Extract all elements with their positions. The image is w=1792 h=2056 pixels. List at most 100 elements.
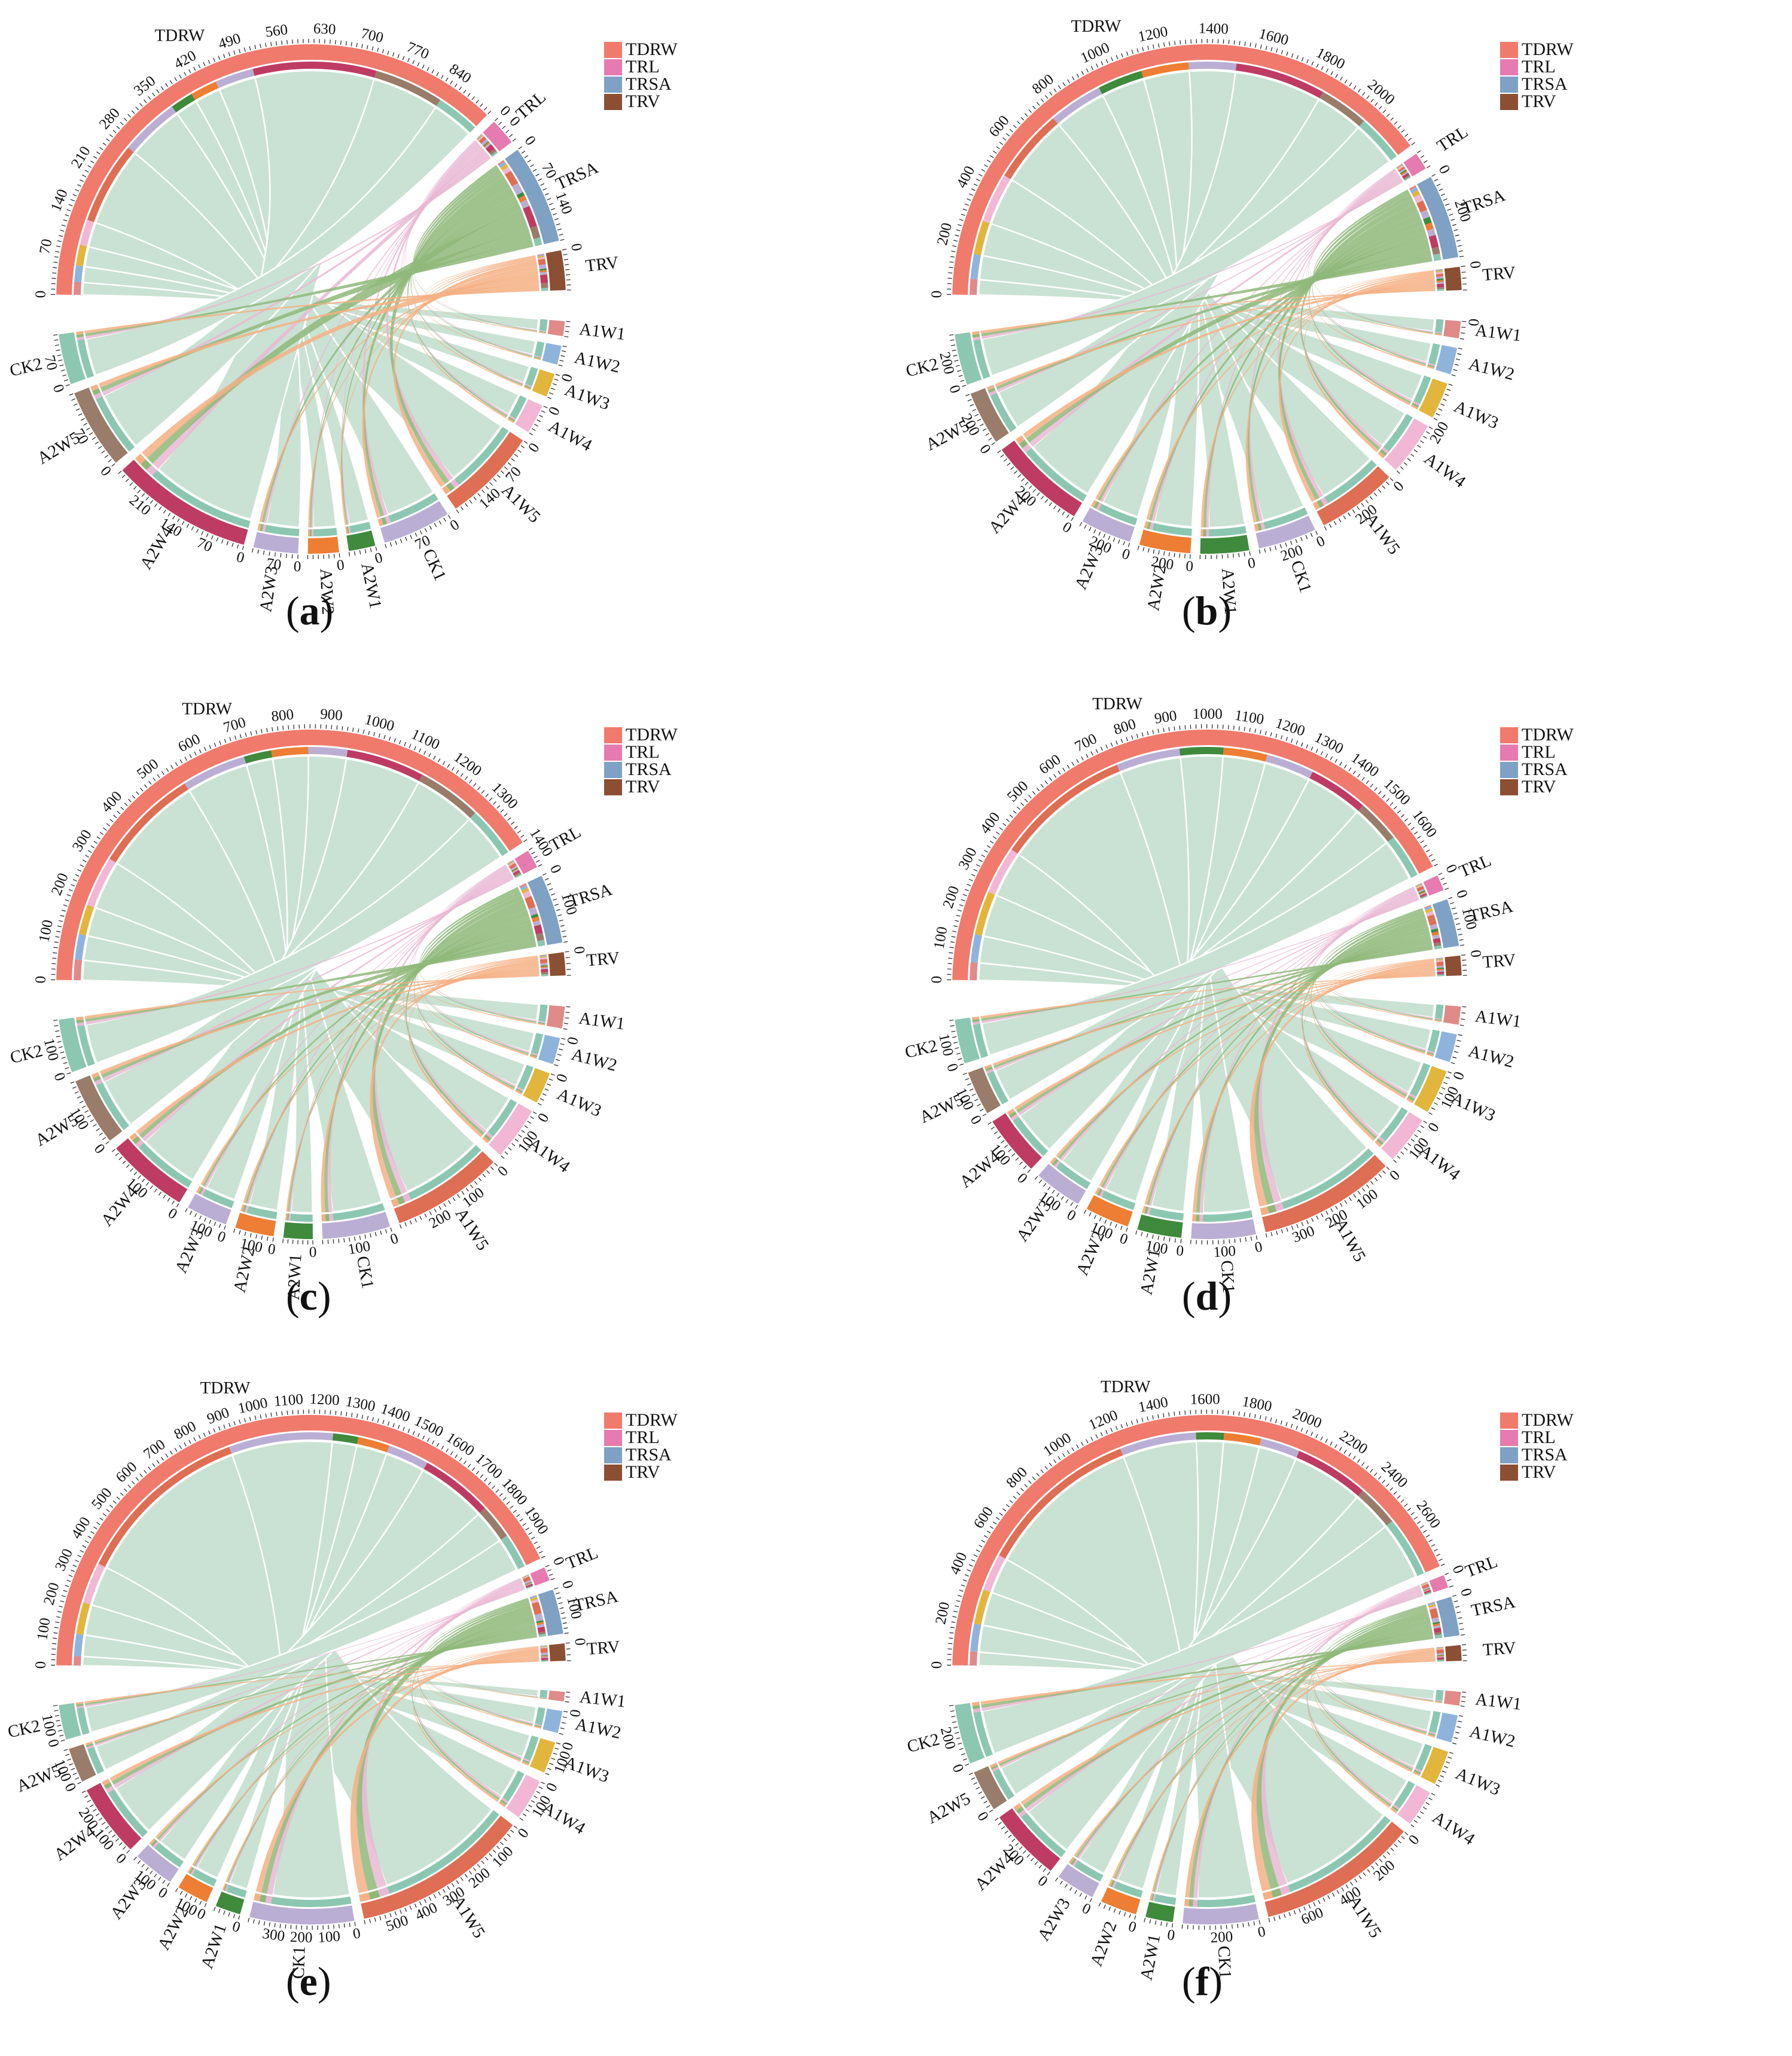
- tick-label: 1300: [345, 1393, 377, 1415]
- strip-TRL-CK1: [1422, 1587, 1430, 1591]
- strip-TDRW-A1W2: [970, 934, 982, 963]
- tick-label: 0: [1256, 1923, 1267, 1941]
- legend-label-TRL: TRL: [626, 742, 660, 762]
- strip-A2W1-2: [287, 1213, 289, 1221]
- tick-label: 300: [955, 845, 980, 873]
- caption-letter: e: [299, 1959, 318, 2004]
- strip-A1W5-3: [441, 485, 450, 495]
- legend-swatch-TRSA: [1500, 77, 1518, 93]
- tick-label: 800: [270, 706, 294, 725]
- strip-TRL-A1W1: [507, 859, 514, 864]
- group-label-TDRW: TDRW: [1092, 694, 1142, 713]
- strip-A1W2-0: [1427, 1029, 1440, 1053]
- tick-label: 600: [986, 112, 1013, 140]
- strip-TDRW-A1W2: [970, 254, 982, 280]
- tick-label: 2000: [1290, 1406, 1324, 1432]
- strip-TRL-A1W5: [1416, 886, 1425, 892]
- tick-label: 500: [89, 1485, 115, 1512]
- strip-CK2-2: [972, 1705, 980, 1710]
- strip-TRSA-A2W2: [1433, 1623, 1441, 1627]
- tick-label: 0: [50, 382, 68, 395]
- strip-A1W4-2: [484, 1134, 492, 1142]
- strip-TRV-A2W3: [1436, 282, 1444, 285]
- strip-A1W4-1: [509, 415, 516, 420]
- legend-label-TDRW: TDRW: [626, 39, 678, 59]
- strip-A1W5-3: [1260, 1206, 1269, 1216]
- group-label-A1W1: A1W1: [578, 1009, 626, 1034]
- strip-A2W2-2: [1147, 521, 1151, 530]
- strip-A1W1-2: [540, 1697, 547, 1699]
- group-label-A2W1: A2W1: [357, 561, 385, 610]
- tick-label: 0: [547, 862, 565, 876]
- tick-label: 0: [946, 383, 964, 395]
- strip-TRSA-A2W5: [1431, 246, 1440, 255]
- strip-A2W2-3: [1144, 521, 1149, 529]
- sector-TRSA: [1417, 176, 1459, 260]
- strip-A1W1-0: [1435, 1689, 1444, 1701]
- strip-TRV-A2W5: [1437, 973, 1444, 975]
- tick-label: 1600: [1257, 26, 1290, 48]
- tick-label: 300: [1290, 1223, 1317, 1246]
- strip-A2W1-3: [285, 1213, 288, 1221]
- strip-A2W4-0: [1020, 1813, 1066, 1857]
- strip-TRV-CK1: [540, 1652, 548, 1656]
- sector-A1W5: [1316, 466, 1389, 526]
- strip-TDRW-A2W5: [419, 774, 476, 819]
- group-label-A2W3: A2W3: [256, 565, 281, 613]
- strip-TRSA-CK2: [1433, 253, 1441, 261]
- strip-A2W1-0: [1209, 526, 1247, 536]
- strip-TDRW-A2W2: [1223, 1433, 1261, 1446]
- legend-swatch-TRV: [1500, 779, 1518, 795]
- sector-A1W1: [1443, 319, 1461, 338]
- strip-A2W4-3: [102, 1779, 111, 1786]
- sector-A2W5: [974, 1766, 1007, 1810]
- strip-A1W1-3: [1434, 333, 1442, 336]
- sector-A2W5: [75, 1075, 123, 1141]
- link-TRSA-A1W2: [412, 167, 532, 357]
- strip-TRSA-CK1: [1430, 923, 1438, 931]
- strip-TRL-CK2: [1404, 176, 1411, 181]
- tick-label: 0: [336, 557, 345, 574]
- strip-CK2-0: [77, 339, 95, 379]
- strip-TDRW-CK1: [1053, 87, 1102, 124]
- strip-TRSA-A2W4: [523, 206, 537, 228]
- tick-label: 770: [404, 39, 431, 63]
- strip-TDRW-A2W1: [332, 1433, 359, 1444]
- strip-TRL-CK2: [1421, 895, 1428, 899]
- strip-TRL-A1W4: [1421, 1582, 1429, 1587]
- tick-label: 0: [1386, 1167, 1403, 1184]
- chord-panel-d: 0 100 200 300 400 500 600 700 800 900 1000 1100 1200…: [896, 685, 1792, 1371]
- tick-label: 0: [267, 1241, 276, 1258]
- strip-A2W2-3: [1095, 1187, 1101, 1195]
- strip-TDRW-A1W2: [74, 265, 83, 283]
- strip-CK1-0: [1203, 1210, 1253, 1222]
- tick-label: 1200: [1086, 1407, 1120, 1433]
- strip-A2W5-0: [992, 1768, 1014, 1800]
- strip-A1W4-0: [1383, 414, 1413, 452]
- strip-CK2-1: [973, 1021, 980, 1025]
- strip-TDRW-A1W5: [98, 1447, 232, 1567]
- tick-label: 1400: [1198, 20, 1229, 37]
- sector-A1W3: [532, 369, 555, 397]
- strip-TRV-CK2: [1437, 289, 1444, 291]
- link-TRV-A2W2: [243, 966, 540, 1203]
- sector-A2W4: [122, 459, 248, 545]
- sector-A2W3: [1038, 1163, 1086, 1204]
- strip-TRL-A1W2: [522, 1574, 529, 1578]
- strip-TRSA-A1W1: [1409, 185, 1417, 191]
- sector-A1W1: [1443, 1690, 1461, 1706]
- strip-A1W2-1: [1427, 1050, 1435, 1054]
- strip-TRSA-CK2: [1434, 945, 1442, 950]
- tick-label: 1600: [1190, 1392, 1220, 1408]
- strip-TDRW-A2W1: [1099, 71, 1144, 94]
- strip-A1W1-2: [1434, 333, 1442, 335]
- strip-TRL-A1W5: [479, 136, 487, 144]
- legend-swatch-TRL: [604, 1430, 622, 1446]
- strip-TRV-A2W3: [541, 967, 548, 970]
- panel-caption-d: (d): [1182, 1273, 1232, 1319]
- tick-label: 1000: [363, 712, 396, 735]
- strip-A2W5-0: [96, 396, 135, 452]
- strip-CK2-2: [972, 334, 980, 338]
- strip-TRL-CK1: [524, 1579, 532, 1585]
- strip-A1W5-1: [1274, 1202, 1284, 1212]
